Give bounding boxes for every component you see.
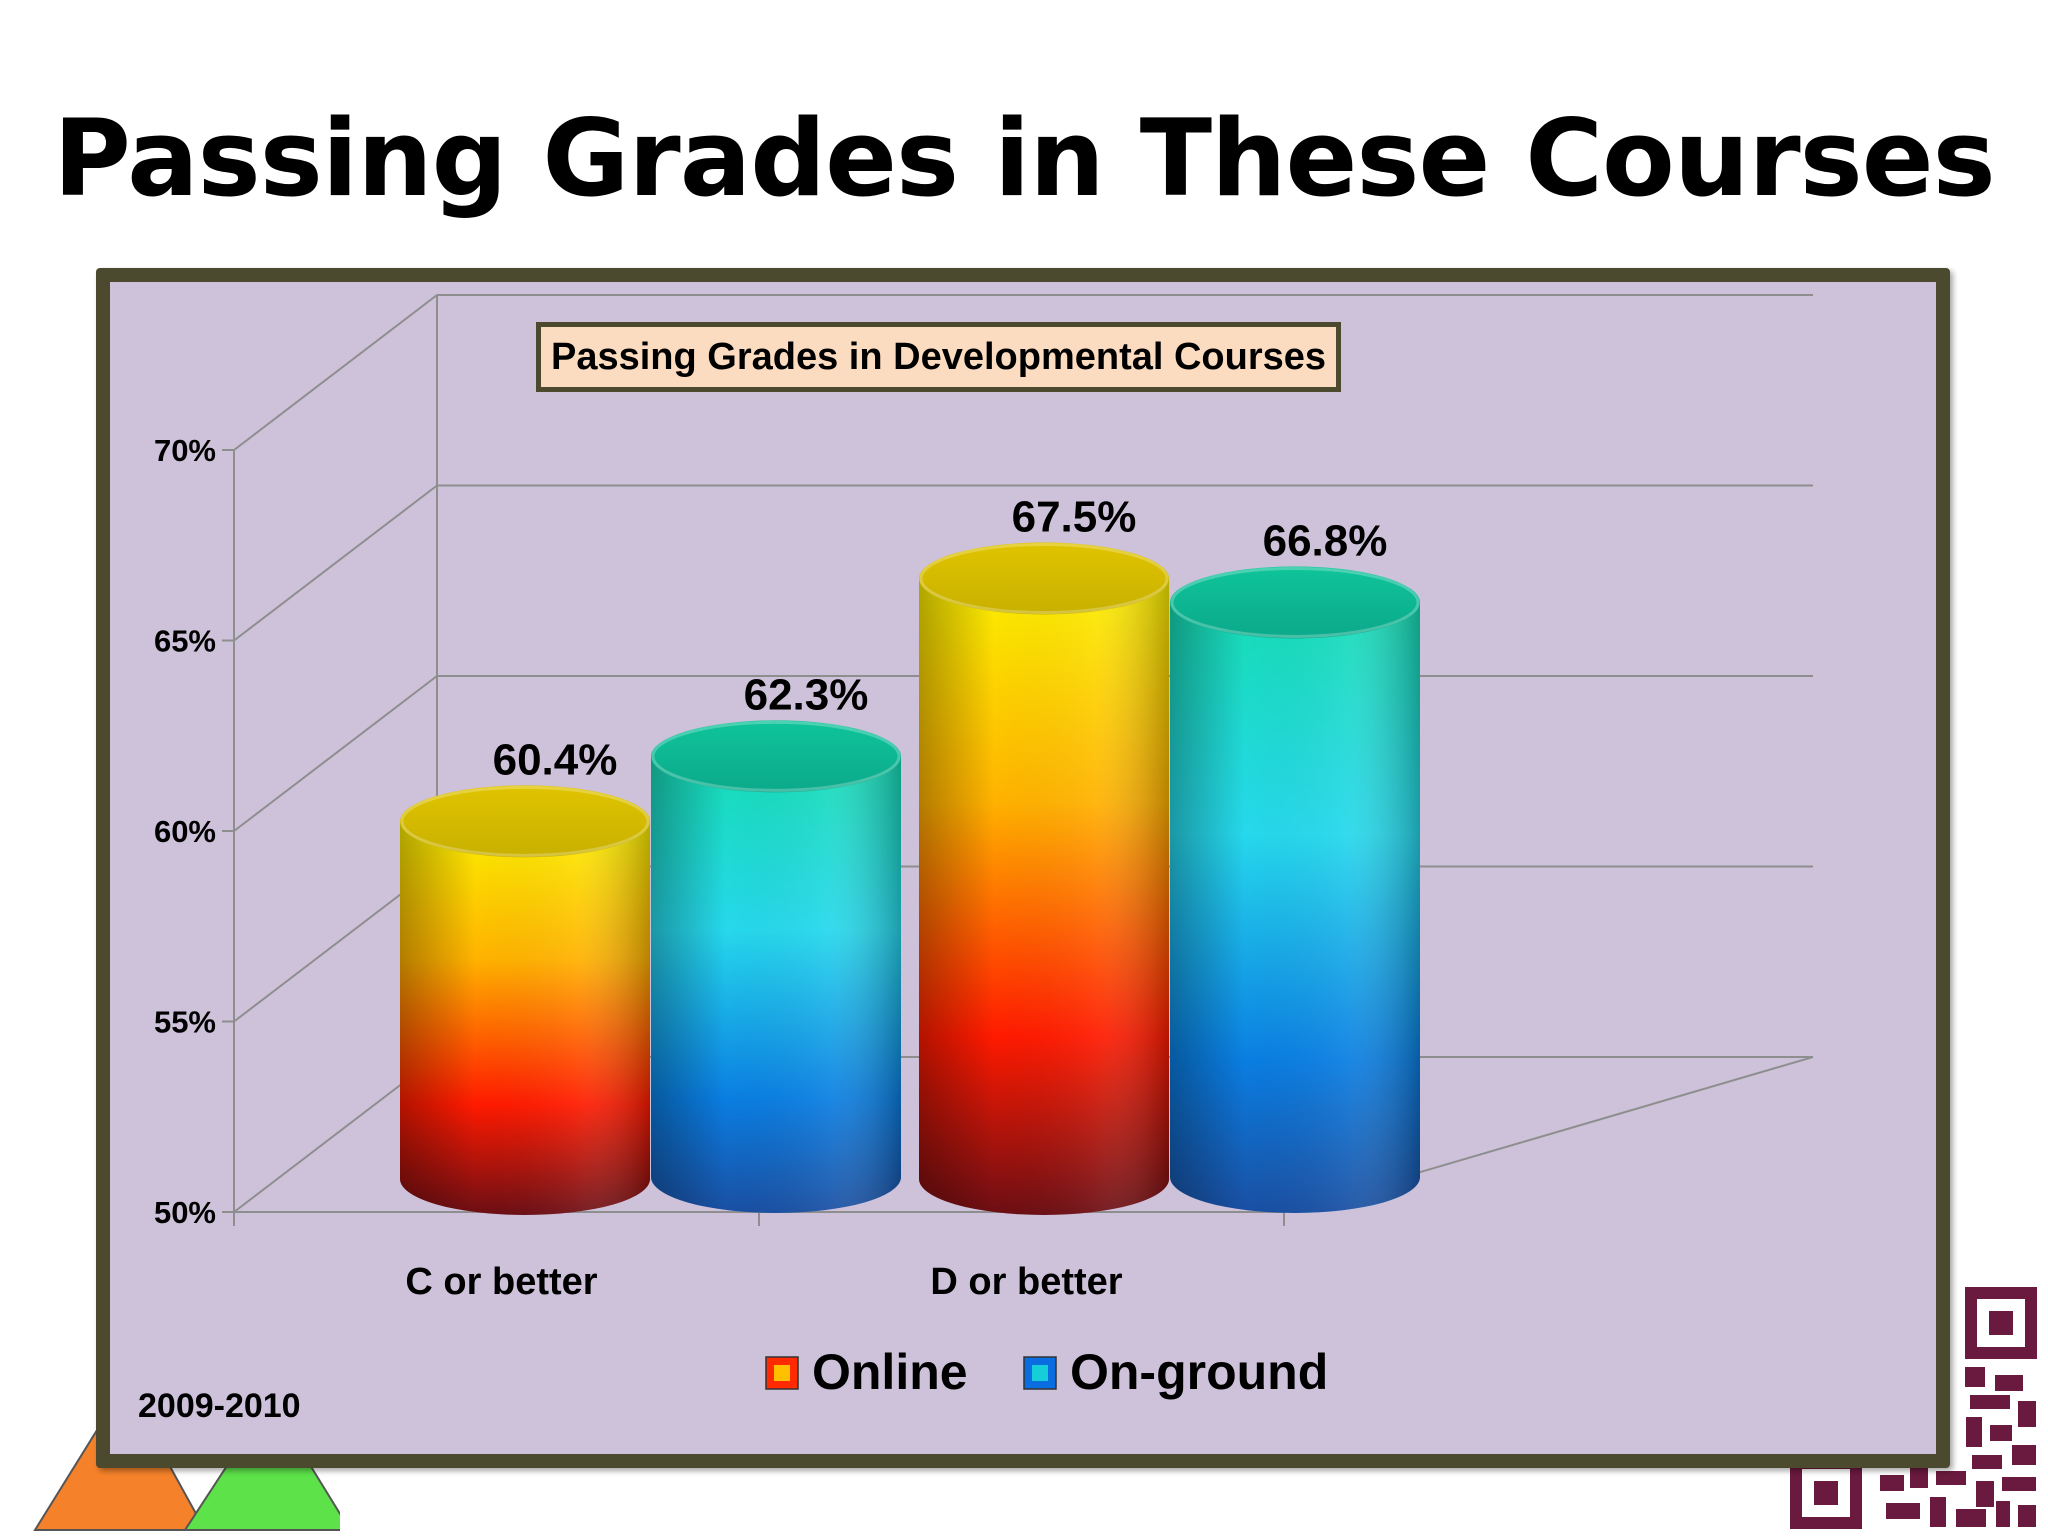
bar-online-2 <box>919 542 1169 1215</box>
period-label: 2009-2010 <box>138 1387 301 1425</box>
x-category-label: D or better <box>930 1261 1122 1303</box>
y-tick-label: 55% <box>154 1005 216 1040</box>
bar-online-1 <box>400 785 650 1215</box>
gridline-side <box>233 484 438 642</box>
gridline-side <box>233 675 438 832</box>
legend-label: Online <box>812 1344 968 1400</box>
y-tick-label: 70% <box>154 433 216 468</box>
bar-on-ground-2 <box>1170 566 1420 1213</box>
slide-title: Passing Grades in These Courses <box>53 97 1995 220</box>
y-tick-label: 50% <box>154 1195 216 1230</box>
chart-title-box: Passing Grades in Developmental Courses <box>536 322 1342 392</box>
chart-frame: 50% 55% 60% 65% 70% C or better D or better 60… <box>96 268 1950 1468</box>
legend-item-online: Online <box>765 1344 968 1400</box>
data-label: 66.8% <box>1263 516 1388 565</box>
legend-label: On-ground <box>1070 1344 1328 1400</box>
data-label: 67.5% <box>1012 493 1137 542</box>
bar-on-ground-1 <box>651 720 901 1213</box>
x-category-label: C or better <box>405 1261 597 1303</box>
chart-title: Passing Grades in Developmental Courses <box>551 335 1327 378</box>
legend-item-on-ground: On-ground <box>1023 1344 1328 1400</box>
data-label: 62.3% <box>744 670 869 719</box>
data-label: 60.4% <box>493 735 618 784</box>
chart-plot: 50% 55% 60% 65% 70% C or better D or better 60… <box>154 294 1814 1400</box>
y-tick-label: 60% <box>154 814 216 849</box>
gridline-side <box>233 294 438 451</box>
y-tick-label: 65% <box>154 624 216 659</box>
